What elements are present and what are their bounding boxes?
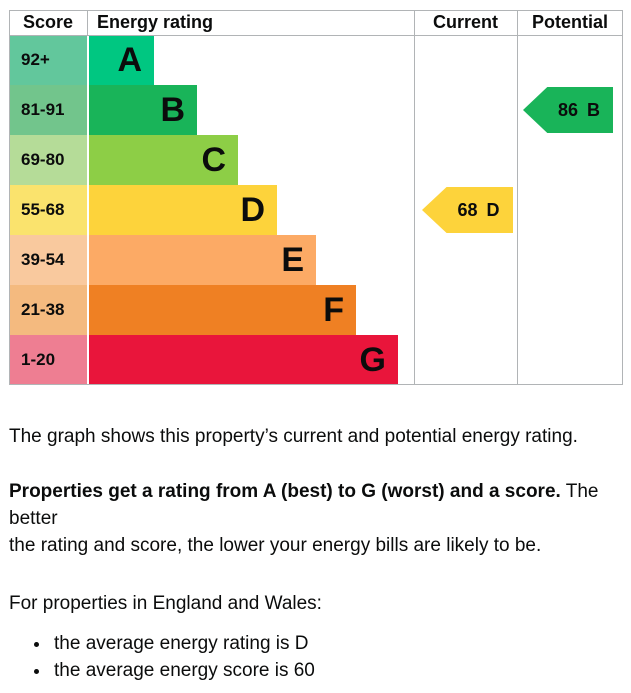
list-item: the average energy score is 60 bbox=[51, 657, 623, 684]
band-bar: A bbox=[89, 35, 154, 85]
description-paragraph-3: For properties in England and Wales: bbox=[9, 593, 322, 614]
chart-header-row: Score Energy rating Current Potential bbox=[9, 10, 623, 35]
grid-line-top bbox=[9, 10, 623, 11]
band-bar: B bbox=[89, 85, 197, 135]
band-row-g: 1-20 G bbox=[9, 335, 623, 385]
score-range-cell: 55-68 bbox=[9, 185, 87, 235]
grid-line-left bbox=[9, 10, 10, 385]
potential-rating-score: 86 bbox=[557, 99, 579, 120]
grid-line-current-divider bbox=[517, 10, 518, 385]
list-item: the average energy rating is D bbox=[51, 630, 623, 657]
current-rating-score: 68 bbox=[457, 199, 478, 220]
band-bar: F bbox=[89, 285, 356, 335]
column-header-score: Score bbox=[22, 12, 74, 32]
grid-line-rating-divider bbox=[414, 10, 415, 385]
score-range-cell: 92+ bbox=[9, 35, 87, 85]
band-row-e: 39-54 E bbox=[9, 235, 623, 285]
grid-line-right bbox=[622, 10, 623, 385]
band-row-b: 81-91 B bbox=[9, 85, 623, 135]
score-range-cell: 39-54 bbox=[9, 235, 87, 285]
epc-rating-chart: Score Energy rating Current Potential 92… bbox=[9, 10, 623, 385]
description-paragraph-1: The graph shows this property’s current … bbox=[9, 426, 578, 447]
description-paragraph-2-bold: Properties get a rating from A (best) to… bbox=[9, 481, 561, 502]
band-row-f: 21-38 F bbox=[9, 285, 623, 335]
potential-rating-band: B bbox=[587, 99, 601, 120]
band-bar: C bbox=[89, 135, 238, 185]
score-range-cell: 69-80 bbox=[9, 135, 87, 185]
score-range-cell: 81-91 bbox=[9, 85, 87, 135]
epc-graph-section: Score Energy rating Current Potential 92… bbox=[9, 10, 623, 385]
band-bar: D bbox=[89, 185, 277, 235]
column-header-energy-rating: Energy rating bbox=[97, 12, 214, 32]
band-bar: E bbox=[89, 235, 316, 285]
score-range-cell: 21-38 bbox=[9, 285, 87, 335]
average-ratings-list: the average energy rating is D the avera… bbox=[9, 630, 623, 684]
description-paragraph-2-rest-line2: the rating and score, the lower your ene… bbox=[9, 535, 542, 556]
epc-description: The graph shows this property’s current … bbox=[9, 423, 623, 684]
grid-line-header-bottom bbox=[9, 35, 623, 36]
column-header-potential: Potential bbox=[531, 12, 608, 32]
band-row-d: 55-68 D bbox=[9, 185, 623, 235]
score-range-cell: 1-20 bbox=[9, 335, 87, 385]
grid-line-bottom bbox=[9, 384, 623, 385]
description-paragraph-2: Properties get a rating from A (best) to… bbox=[9, 478, 623, 559]
grid-line-score-divider bbox=[87, 10, 88, 35]
current-rating-band: D bbox=[486, 199, 500, 220]
column-header-current: Current bbox=[432, 12, 498, 32]
band-row-c: 69-80 C bbox=[9, 135, 623, 185]
band-bar: G bbox=[89, 335, 398, 385]
description-paragraph-2-rest-line1: The better bbox=[9, 481, 599, 529]
band-row-a: 92+ A bbox=[9, 35, 623, 85]
